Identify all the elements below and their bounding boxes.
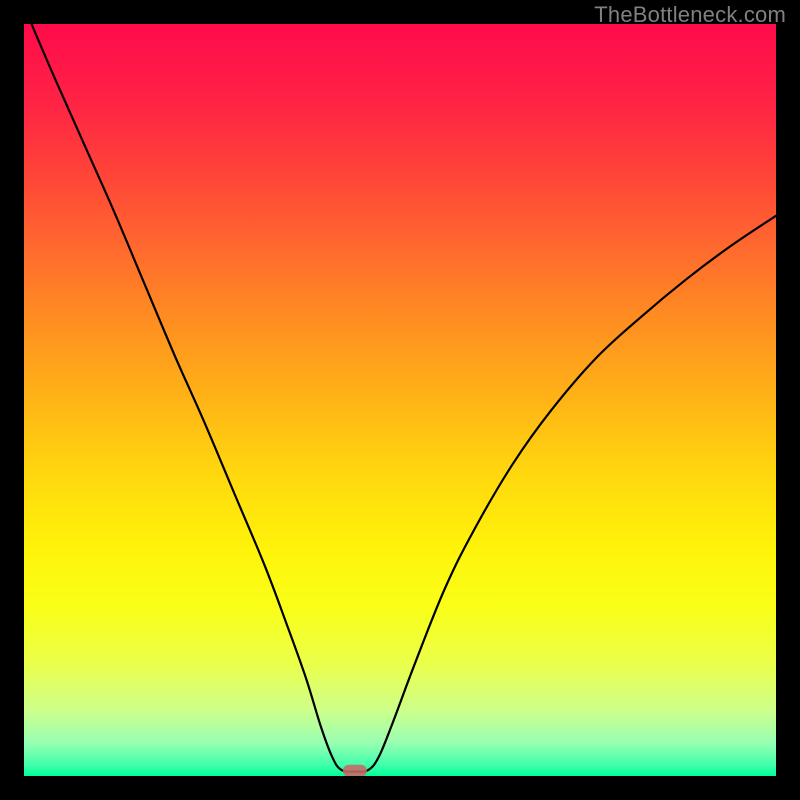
background-gradient (24, 24, 776, 776)
chart-svg (24, 24, 776, 776)
plot-area (24, 24, 776, 776)
chart-frame: TheBottleneck.com (0, 0, 800, 800)
minimum-marker (343, 765, 367, 776)
